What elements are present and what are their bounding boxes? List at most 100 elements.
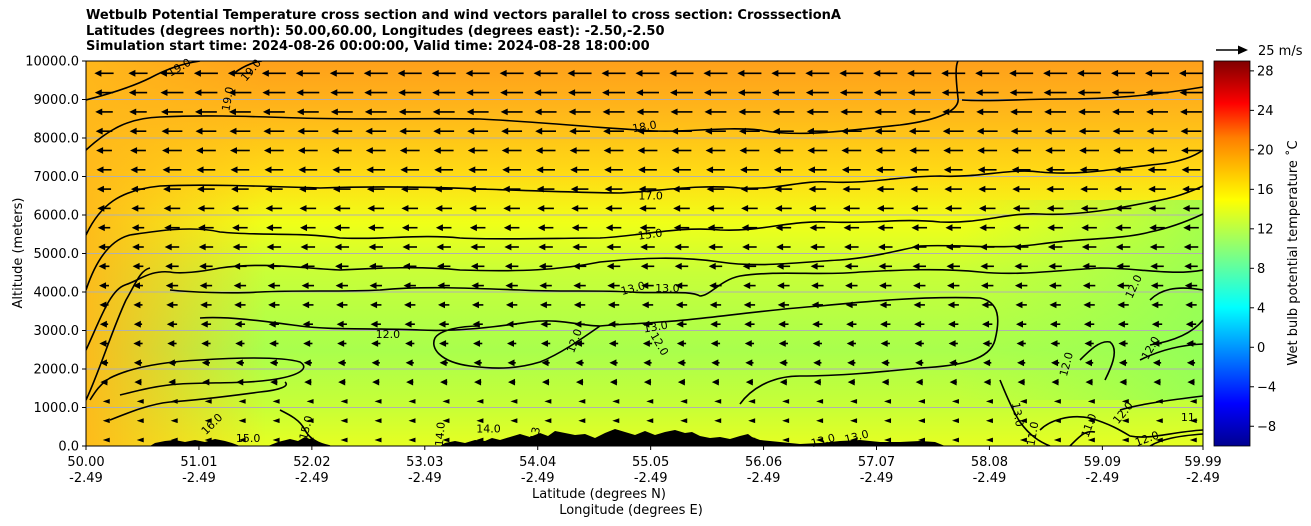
wind-vector: [1150, 262, 1164, 270]
wind-vector-head: [782, 437, 790, 443]
wind-vector-head: [812, 320, 820, 328]
wind-vector: [578, 418, 586, 424]
wind-vector: [131, 224, 145, 232]
wind-vector: [160, 108, 183, 116]
wind-vector-head: [774, 185, 782, 193]
wind-vector-head: [432, 89, 440, 96]
wind-vector-head: [1189, 418, 1197, 424]
wind-vector-head: [1019, 437, 1027, 443]
wind-vector: [884, 399, 892, 404]
wind-vector: [907, 89, 931, 96]
wind-vector: [569, 147, 590, 154]
wind-vector: [442, 418, 450, 424]
wind-vector: [976, 127, 998, 135]
wind-vector-head: [503, 224, 511, 232]
wind-vector: [979, 224, 995, 232]
contour-19-line: [86, 61, 201, 101]
wind-vector-head: [710, 320, 718, 328]
wind-vector-head: [578, 399, 586, 404]
wind-vector-head: [878, 262, 886, 270]
wind-vector-head: [297, 147, 305, 154]
wind-vector-head: [160, 89, 168, 96]
wind-vector-head: [474, 378, 482, 386]
wind-vector: [949, 378, 957, 386]
wind-vector-head: [333, 205, 341, 212]
wind-vector: [1186, 359, 1196, 367]
wind-vector-head: [637, 147, 645, 154]
wind-vector: [404, 320, 415, 328]
wind-vector-head: [777, 282, 785, 289]
wind-vector: [636, 108, 659, 116]
wind-vector: [296, 108, 319, 116]
wind-vector: [881, 378, 889, 386]
wind-vector: [162, 147, 182, 154]
wind-vector: [1077, 69, 1102, 77]
y-tick-label: 9000.0: [34, 93, 80, 108]
wind-vector-head: [943, 166, 951, 174]
wind-vector-head: [465, 69, 473, 77]
wind-vector-head: [912, 262, 920, 270]
wind-vector: [985, 437, 993, 443]
wind-vector: [737, 89, 761, 96]
wind-vector: [504, 243, 519, 251]
wind-vector: [573, 282, 586, 289]
wind-vector: [272, 437, 280, 443]
wind-vector-head: [468, 166, 476, 174]
wind-vector: [201, 359, 211, 367]
wind-vector: [265, 205, 283, 212]
wind-vector: [575, 378, 584, 386]
wind-vector-head: [981, 301, 989, 309]
wind-vector-head: [302, 320, 310, 328]
wind-vector: [194, 89, 218, 96]
wind-vector-head: [131, 205, 139, 212]
wind-vector: [742, 243, 757, 251]
wind-vector: [909, 166, 929, 174]
wind-vector: [1046, 205, 1064, 212]
wind-vector: [602, 89, 626, 96]
wind-vector: [336, 301, 348, 309]
wind-vector: [918, 418, 925, 424]
wind-vector: [877, 224, 894, 232]
wind-vector: [567, 69, 592, 77]
wind-vector: [1019, 437, 1027, 443]
wind-vector: [612, 399, 620, 404]
wind-vector-head: [983, 359, 991, 367]
wind-vector: [270, 378, 278, 386]
wind-vector-head: [1121, 399, 1129, 404]
wind-vector-head: [408, 418, 416, 424]
wind-vector: [639, 205, 656, 212]
wind-vector: [476, 399, 484, 404]
wind-vector: [874, 127, 896, 135]
wind-vector: [609, 378, 618, 386]
wind-vector-head: [636, 89, 644, 96]
y-tick-label: 7000.0: [34, 170, 80, 185]
wind-vector-head: [606, 243, 614, 251]
wind-vector-head: [402, 243, 410, 251]
wind-vector-head: [400, 166, 408, 174]
wind-vector-head: [567, 69, 575, 77]
wind-vector-head: [1017, 378, 1025, 386]
wind-vector: [845, 282, 858, 289]
contour-label: 13.0: [843, 427, 870, 446]
wind-vector-head: [302, 301, 310, 309]
wind-vector: [301, 282, 315, 289]
wind-vector: [703, 69, 728, 77]
wind-vector-head: [1148, 185, 1156, 193]
wind-vector: [813, 359, 822, 367]
wind-vector: [1043, 69, 1068, 77]
wind-vector-head: [1115, 243, 1123, 251]
wind-vector-head: [1150, 282, 1158, 289]
wind-vector-head: [1044, 108, 1052, 116]
wind-vector: [468, 166, 488, 174]
wind-vector-head: [1152, 359, 1160, 367]
wind-vector-head: [812, 340, 820, 347]
wind-vector-head: [200, 320, 208, 328]
contour-label: 11.: [1181, 411, 1199, 424]
wind-vector-head: [1189, 437, 1197, 443]
wind-vector-head: [573, 301, 581, 309]
wind-vector-head: [884, 399, 892, 404]
wind-vector-head: [535, 147, 543, 154]
wind-vector-head: [337, 340, 345, 347]
wind-vector-head: [909, 147, 917, 154]
wind-vector-head: [367, 224, 375, 232]
